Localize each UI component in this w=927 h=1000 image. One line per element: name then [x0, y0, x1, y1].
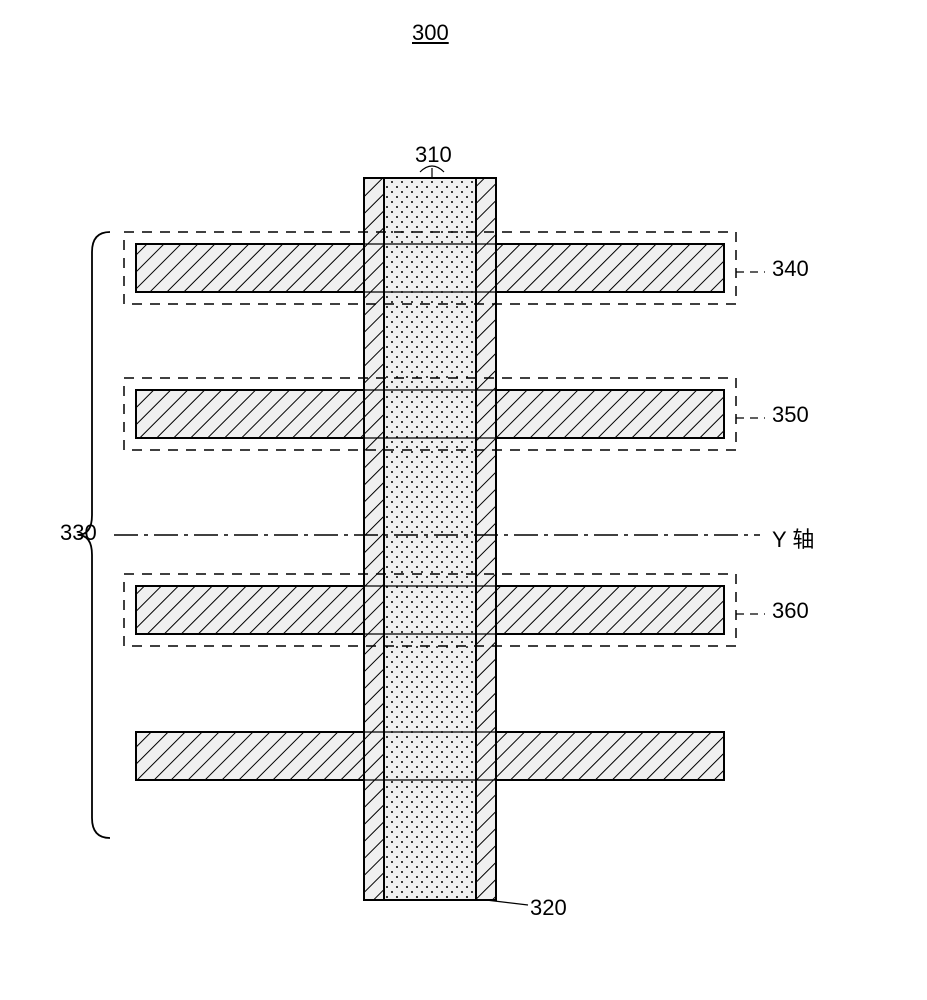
y-axis-label: Y 轴 [772, 522, 814, 554]
ref-330-label: 330 [60, 520, 97, 546]
bar-left [136, 586, 364, 634]
bar-right [496, 586, 724, 634]
ref-320-label: 320 [530, 895, 567, 921]
ref-310-label: 310 [415, 142, 452, 168]
ref-360-label: 360 [772, 598, 809, 624]
ref-350-label: 350 [772, 402, 809, 428]
bar-right [496, 244, 724, 292]
diagram-svg [0, 0, 927, 1000]
ref-340-label: 340 [772, 256, 809, 282]
leader-320 [486, 900, 528, 905]
column-wall-right [476, 178, 496, 900]
bar-right [496, 390, 724, 438]
bar-left [136, 732, 364, 780]
figure-title: 300 [412, 20, 449, 46]
column-core [384, 178, 476, 900]
bar-left [136, 390, 364, 438]
column-wall-left [364, 178, 384, 900]
bar-left [136, 244, 364, 292]
bar-right [496, 732, 724, 780]
